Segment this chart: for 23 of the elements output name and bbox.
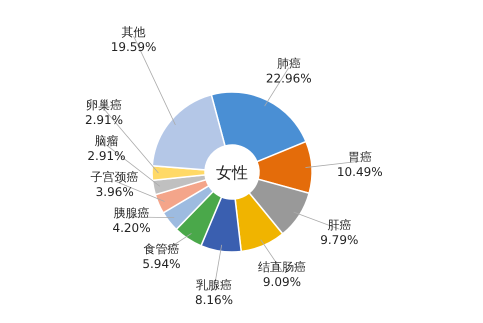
slice-label: 肺癌 <box>276 56 301 71</box>
slice-label: 胃癌 <box>348 150 372 164</box>
data-label: 4.20% <box>112 221 151 235</box>
data-label: 5.94% <box>142 257 180 271</box>
slice-label: 食管癌 <box>143 242 180 256</box>
slice-label: 子宫颈癌 <box>90 170 139 184</box>
data-label: 2.91% <box>84 113 124 127</box>
slice-label: 脑瘤 <box>94 134 118 148</box>
slice-label: 其他 <box>122 24 146 39</box>
data-label: 9.09% <box>262 275 302 290</box>
slice-label: 乳腺癌 <box>196 278 232 292</box>
slice-label: 肝癌 <box>327 218 352 232</box>
data-label: 9.79% <box>320 233 358 248</box>
data-label: 19.59% <box>110 40 156 54</box>
data-label: 22.96% <box>266 72 312 86</box>
data-label: 10.49% <box>336 165 383 180</box>
slice-label: 卵巢癌 <box>86 98 122 112</box>
slice-label: 结直肠癌 <box>258 260 306 274</box>
slice-label: 胰腺癌 <box>114 206 150 220</box>
data-label: 3.96% <box>96 185 134 199</box>
data-label: 2.91% <box>87 149 126 163</box>
text: 女性 <box>216 163 248 182</box>
data-label: 8.16% <box>194 293 234 307</box>
